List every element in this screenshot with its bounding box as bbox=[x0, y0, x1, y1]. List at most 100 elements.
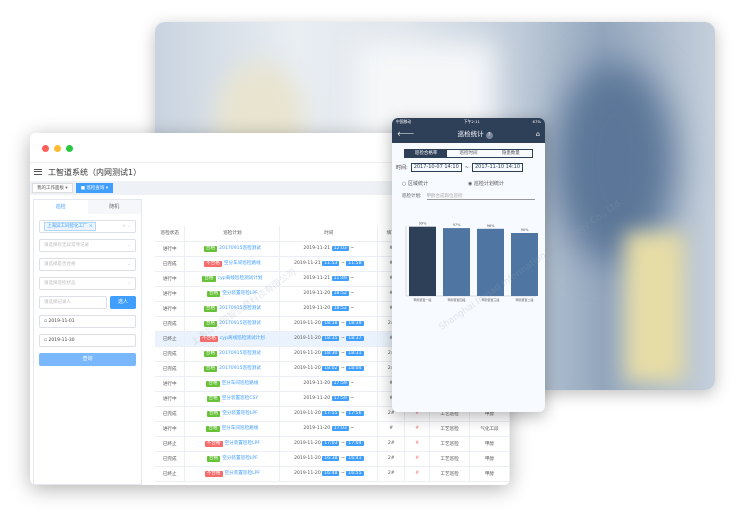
plan-link[interactable]: 20170915巡检测试 bbox=[219, 246, 261, 251]
area-cell: 甲醇 bbox=[469, 451, 510, 467]
date-to-field[interactable]: ▫ 2019-11-30 bbox=[39, 334, 136, 347]
abnormal-select[interactable]: 请选择有无异常项记录 ⌄ bbox=[39, 239, 136, 252]
qualified-select[interactable]: 请选择是否合格 ⌄ bbox=[39, 258, 136, 271]
type-cell: 工艺巡检 bbox=[429, 451, 471, 467]
area-cell: 甲醇 bbox=[469, 466, 510, 482]
plan-cell: 合格 空分装置巡检LPF bbox=[184, 406, 281, 422]
plan-cell: 合格 20170915巡检测试 bbox=[184, 346, 281, 362]
data-label: 99% bbox=[419, 222, 427, 226]
plan-link[interactable]: cyp离线巡检测试计划 bbox=[217, 276, 263, 281]
plan-link[interactable]: 空分装置巡检LPF bbox=[222, 291, 258, 296]
table-row[interactable]: 进行中 合格 空分车间巡检路线 2019-11-20 17:03 ~ # # 工艺… bbox=[155, 421, 510, 437]
plan-link[interactable]: 空分车间巡检路线 bbox=[221, 381, 259, 386]
tab-inspection-query[interactable]: ■ 巡检查询 ▾ bbox=[75, 183, 114, 193]
table-row[interactable]: 已终止 不合格 空分装置巡检LPF 2019-11-20 17:03 ~ 17:0… bbox=[155, 436, 510, 452]
table-row[interactable]: 已完成 合格 空分装置巡检LPF 2019-11-20 17:55 ~ 17:56… bbox=[155, 406, 510, 422]
time-cell: 2019-11-20 18:35 ~ 18:37 bbox=[279, 331, 379, 347]
plan-cell: 不合格 空分车间巡检路线 bbox=[184, 256, 281, 272]
time-from[interactable]: 2017-10-07 14:10 bbox=[410, 163, 462, 172]
bar bbox=[477, 228, 504, 296]
status-cell: 进行中 bbox=[155, 376, 186, 392]
close-button[interactable] bbox=[42, 145, 49, 152]
time-cell: 2019-11-20 16:38 ~ 16:41 bbox=[279, 451, 379, 467]
tab-dashboard[interactable]: 我的工作面板 ▾ bbox=[32, 183, 73, 193]
edit-cell[interactable]: # bbox=[404, 466, 431, 482]
fill-cell: 2# bbox=[377, 436, 406, 452]
plan-cell: 合格 cyp离线巡检测试计划 bbox=[184, 271, 281, 287]
maximize-button[interactable] bbox=[66, 145, 73, 152]
type-cell: 工艺巡检 bbox=[429, 421, 471, 437]
segment-hazards[interactable]: 隐患数量 bbox=[501, 151, 520, 156]
plan-link[interactable]: 空分装置巡检LPF bbox=[222, 411, 258, 416]
result-badge: 合格 bbox=[202, 276, 216, 282]
tab-random[interactable]: 随机 bbox=[87, 200, 141, 214]
result-badge: 合格 bbox=[207, 456, 221, 462]
plan-cell: 合格 空分车间巡检路线 bbox=[184, 421, 281, 437]
plan-link[interactable]: 20170915巡检测试 bbox=[219, 306, 261, 311]
area-cell: 甲醇 bbox=[469, 436, 510, 452]
segment-pass-rate[interactable]: 巡检合格率 bbox=[405, 150, 448, 157]
category-label: 甲醇装置三段 bbox=[481, 297, 499, 302]
date-from-field[interactable]: ▫ 2019-11-01 bbox=[39, 315, 136, 328]
plan-link[interactable]: 空分装置巡检LPF bbox=[224, 471, 261, 476]
carrier: 中国移动 bbox=[396, 119, 412, 124]
category-label: 甲醇装置二段 bbox=[515, 297, 533, 302]
time-label: 时间: bbox=[396, 165, 408, 171]
status-cell: 进行中 bbox=[155, 286, 186, 302]
time-to[interactable]: 2017-11-10 14:10 bbox=[471, 163, 524, 172]
calendar-icon: ▫ bbox=[44, 319, 48, 324]
status-cell: 已完成 bbox=[155, 316, 186, 332]
plan-cell: 不合格 空分装置巡检LPF bbox=[184, 466, 281, 482]
status-cell: 进行中 bbox=[155, 421, 186, 437]
battery: 67% bbox=[532, 119, 541, 124]
column-header: 时间 bbox=[279, 226, 379, 242]
bar bbox=[511, 233, 538, 296]
plan-link[interactable]: 空分装置巡检CSY bbox=[221, 396, 259, 401]
recorder-input[interactable]: 请选择记录人 bbox=[39, 296, 107, 309]
status-cell: 已终止 bbox=[155, 331, 186, 347]
time-cell: 2019-11-21 11:49 ~ bbox=[279, 271, 379, 287]
tab-inspection[interactable]: 巡检 bbox=[34, 200, 88, 214]
fill-cell: 2# bbox=[377, 466, 406, 482]
result-badge: 合格 bbox=[206, 381, 220, 387]
status-select[interactable]: 请选择巡检状态 ⌄ bbox=[39, 277, 136, 290]
segment-time[interactable]: 巡检时间 bbox=[459, 151, 478, 156]
select-person-button[interactable]: 选人 bbox=[110, 296, 136, 309]
radio-plan[interactable]: ◉ 巡检计划统计 bbox=[467, 181, 504, 187]
bar bbox=[443, 228, 470, 296]
table-row[interactable]: 已终止 不合格 空分装置巡检LPF 2019-11-20 16:48 ~ 16:5… bbox=[155, 466, 510, 482]
plan-link[interactable]: 空分车间巡检路线 bbox=[223, 261, 261, 266]
time-cell: 2019-11-20 16:48 ~ 16:55 bbox=[279, 466, 379, 482]
edit-cell[interactable]: # bbox=[404, 436, 431, 452]
menu-icon[interactable] bbox=[34, 169, 42, 175]
time-cell: 2019-11-20 18:02 ~ 18:04 bbox=[279, 361, 379, 377]
help-icon[interactable]: ? bbox=[485, 132, 493, 139]
radio-area[interactable]: ○ 区域统计 bbox=[402, 181, 428, 187]
home-icon[interactable]: ⌂ bbox=[535, 129, 540, 138]
category-label: 甲醇装置一段 bbox=[413, 297, 431, 302]
status-cell: 进行中 bbox=[155, 301, 186, 317]
plan-input[interactable]: 甲醇合成岗位巡检 bbox=[426, 193, 535, 200]
plan-link[interactable]: 空分装置巡检LPF bbox=[224, 441, 261, 446]
edit-cell[interactable]: # bbox=[404, 451, 431, 467]
area-cell: 气化工段 bbox=[469, 421, 510, 437]
plan-link[interactable]: 20170915巡检测试 bbox=[219, 351, 261, 356]
plan-link[interactable]: 空分车间巡检路线 bbox=[221, 426, 259, 431]
plan-link[interactable]: cyp离线巡检测试计划 bbox=[219, 336, 265, 341]
table-row[interactable]: 已完成 合格 空分装置巡检LPF 2019-11-20 16:38 ~ 16:41… bbox=[155, 451, 510, 467]
plan-link[interactable]: 空分装置巡检LPF bbox=[222, 456, 258, 461]
plan-link[interactable]: 20170915巡检测试 bbox=[219, 366, 261, 371]
plan-link[interactable]: 20170915巡检测试 bbox=[219, 321, 261, 326]
edit-cell[interactable]: # bbox=[404, 421, 431, 437]
plan-cell: 合格 空分装置巡检LPF bbox=[184, 286, 281, 302]
back-arrow-icon[interactable]: 🡐 bbox=[397, 129, 415, 138]
chevron-down-icon: ⌄ bbox=[127, 281, 131, 286]
type-cell: 工艺巡检 bbox=[429, 436, 471, 452]
status-cell: 已完成 bbox=[155, 346, 186, 362]
factory-select[interactable]: 上海异工同智化工厂 × × ⌄ bbox=[39, 220, 136, 233]
result-badge: 合格 bbox=[206, 396, 220, 402]
query-button[interactable]: 查询 bbox=[39, 353, 136, 366]
chevron-down-icon: ⌄ bbox=[127, 262, 131, 267]
data-label: 90% bbox=[521, 228, 529, 232]
minimize-button[interactable] bbox=[54, 145, 61, 152]
